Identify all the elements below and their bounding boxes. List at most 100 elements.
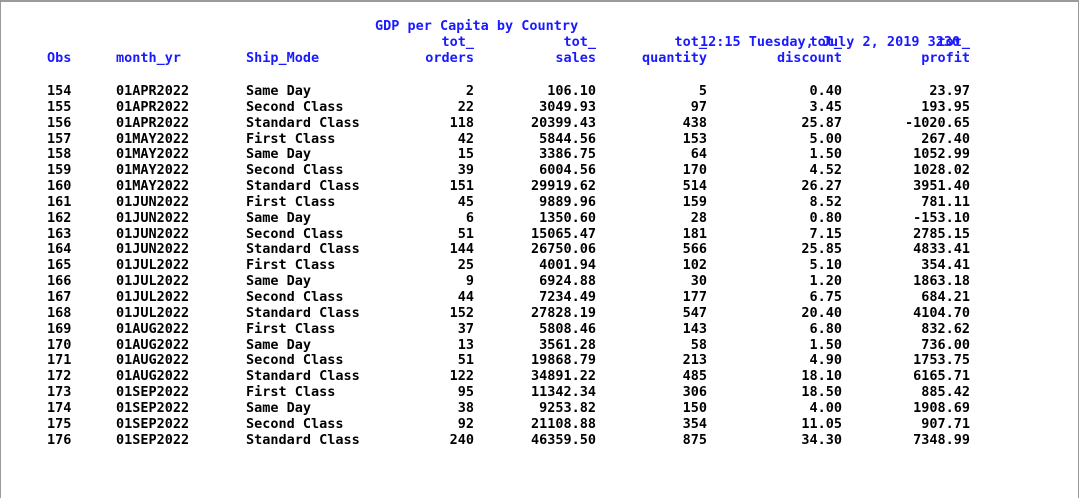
table-row: 166 01JUL2022 Same Day 9 6924.88 30 1.20 1863.1… [0,273,1079,290]
cell-tot-discount: 1.50 [809,336,842,353]
table-row: 155 01APR2022 Second Class 22 3049.93 97 3.45 1… [0,98,1079,116]
cell-tot-profit: 907.71 [921,415,970,432]
cell-month-yr: 01APR2022 [116,98,190,115]
cell-ship-mode: Second Class [246,415,344,432]
cell-tot-profit: 1028.02 [913,162,970,179]
cell-tot-profit: 1052.99 [913,146,970,163]
cell-tot-discount: 18.50 [801,384,842,401]
column-header-tot-profit: tot_ profit [921,34,970,66]
cell-tot-orders: 37 [457,320,474,337]
cell-ship-mode: Standard Class [246,178,360,195]
table-row: 160 01MAY2022 Standard Class 151 29919.62 514… [0,178,1079,195]
cell-tot-sales: 20399.43 [530,114,596,131]
cell-tot-discount: 7.15 [809,225,842,242]
cell-obs: 173 [47,384,72,401]
table-row: 171 01AUG2022 Second Class 51 19868.79 213 4.9… [0,352,1079,369]
cell-tot-quantity: 153 [682,130,707,147]
cell-month-yr: 01JUL2022 [116,273,190,290]
cell-obs: 157 [47,130,72,147]
cell-tot-quantity: 58 [690,336,707,353]
cell-tot-discount: 1.20 [809,273,842,290]
cell-tot-orders: 51 [457,352,474,369]
cell-tot-profit: 23.97 [929,83,970,99]
column-header-tot-discount: tot_ discount [776,34,842,66]
cell-tot-orders: 151 [449,178,474,195]
cell-tot-discount: 34.30 [801,431,842,448]
cell-tot-sales: 21108.88 [530,415,596,432]
cell-tot-profit: 736.00 [921,336,970,353]
cell-tot-quantity: 354 [682,415,707,432]
column-header-tot-orders: tot_ orders [425,34,474,66]
cell-tot-quantity: 170 [682,162,707,179]
cell-tot-profit: -153.10 [913,209,970,226]
cell-obs: 176 [47,431,72,448]
cell-tot-quantity: 181 [682,225,707,242]
cell-month-yr: 01JUL2022 [116,304,190,321]
cell-tot-sales: 4001.94 [539,257,596,274]
cell-ship-mode: Second Class [246,98,344,115]
table-row: 165 01JUL2022 First Class 25 4001.94 102 5.10 3… [0,257,1079,274]
cell-month-yr: 01SEP2022 [116,415,190,432]
cell-obs: 174 [47,399,72,416]
cell-tot-profit: -1020.65 [904,114,970,131]
table-row: 176 01SEP2022 Standard Class 240 46359.50 875… [0,431,1079,449]
cell-obs: 158 [47,146,72,163]
cell-obs: 167 [47,288,72,305]
cell-obs: 169 [47,320,72,337]
cell-tot-orders: 9 [465,273,474,290]
cell-month-yr: 01AUG2022 [116,368,190,385]
cell-tot-sales: 15065.47 [530,225,596,242]
cell-tot-profit: 832.62 [921,320,970,337]
cell-ship-mode: Same Day [246,209,312,226]
cell-tot-quantity: 547 [682,304,707,321]
cell-tot-discount: 6.75 [809,288,842,305]
column-header-obs: Obs [47,50,72,66]
cell-month-yr: 01APR2022 [116,114,190,131]
cell-tot-quantity: 102 [682,257,707,274]
cell-tot-sales: 1350.60 [539,209,596,226]
cell-tot-profit: 781.11 [921,193,970,210]
table-row: 162 01JUN2022 Same Day 6 1350.60 28 0.80 -153.1… [0,209,1079,227]
cell-month-yr: 01JUN2022 [116,241,190,258]
cell-month-yr: 01SEP2022 [116,384,190,401]
cell-ship-mode: Same Day [246,273,312,290]
cell-tot-orders: 45 [457,193,474,210]
cell-obs: 168 [47,304,72,321]
cell-tot-orders: 240 [449,431,474,448]
cell-obs: 159 [47,162,72,179]
table-row: 167 01JUL2022 Second Class 44 7234.49 177 6.75… [0,288,1079,306]
cell-tot-discount: 25.87 [801,114,842,131]
cell-obs: 171 [47,352,72,369]
cell-ship-mode: Second Class [246,225,344,242]
report-timestamp: 12:15 Tuesday, July 2, 2019 3230 [700,34,961,50]
cell-tot-orders: 122 [449,368,474,385]
cell-ship-mode: Standard Class [246,114,360,131]
cell-tot-discount: 8.52 [809,193,842,210]
cell-tot-discount: 26.27 [801,178,842,195]
cell-obs: 164 [47,241,72,258]
cell-obs: 160 [47,178,72,195]
cell-month-yr: 01AUG2022 [116,352,190,369]
table-row: 158 01MAY2022 Same Day 15 3386.75 64 1.50 1052.… [0,147,1079,163]
cell-tot-orders: 15 [457,146,474,163]
cell-tot-discount: 6.80 [809,320,842,337]
cell-tot-orders: 25 [457,257,474,274]
cell-ship-mode: First Class [246,257,336,274]
table-row: 156 01APR2022 Standard Class 118 20399.43 438… [0,114,1079,132]
cell-tot-orders: 51 [457,225,474,242]
cell-ship-mode: Standard Class [246,241,360,258]
cell-tot-profit: 1863.18 [913,273,970,290]
cell-ship-mode: Same Day [246,336,312,353]
cell-tot-discount: 5.00 [809,130,842,147]
cell-obs: 155 [47,98,72,115]
cell-tot-quantity: 159 [682,193,707,210]
cell-tot-quantity: 5 [698,83,707,99]
cell-tot-quantity: 213 [682,352,707,369]
cell-tot-discount: 4.90 [809,352,842,369]
cell-tot-orders: 39 [457,162,474,179]
cell-tot-sales: 7234.49 [539,288,596,305]
table-row: 170 01AUG2022 Same Day 13 3561.28 58 1.50 736.0… [0,336,1079,354]
cell-tot-discount: 18.10 [801,368,842,385]
cell-tot-quantity: 28 [690,209,707,226]
cell-tot-orders: 44 [457,288,474,305]
